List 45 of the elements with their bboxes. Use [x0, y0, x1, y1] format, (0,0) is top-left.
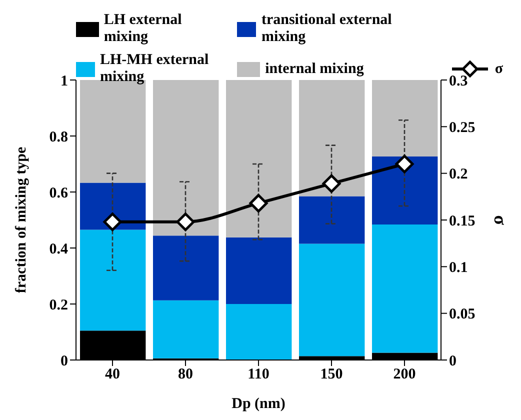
- y2-tick-label: 0.25: [449, 120, 476, 136]
- point: [249, 194, 268, 212]
- bar: [299, 80, 365, 196]
- x-tick-label: 150: [320, 366, 343, 383]
- y2-tick-label: 0.3: [449, 73, 468, 90]
- y2-tick-label: 0: [449, 353, 456, 370]
- bar: [80, 230, 146, 331]
- y-tick-label: 0: [60, 353, 68, 370]
- y-tick-label: 1: [60, 73, 68, 90]
- point: [176, 212, 195, 232]
- bar: [299, 196, 365, 244]
- bar: [153, 80, 219, 236]
- x-axis-title: Dp (nm): [232, 396, 286, 412]
- point: [103, 212, 122, 232]
- legend-label: LH-MH external mixing: [100, 52, 210, 86]
- legend-label: σ: [494, 60, 503, 78]
- point: [395, 154, 414, 174]
- y2-tick-label: 0.15: [449, 213, 476, 230]
- x-tick-label: 40: [105, 366, 120, 383]
- bar: [153, 236, 219, 300]
- bar: [153, 300, 219, 358]
- legend-label: internal mixing: [265, 60, 364, 78]
- bar: [372, 80, 438, 156]
- bar: [372, 156, 438, 224]
- y2-tick-label: 0.2: [449, 166, 468, 183]
- x-tick-label: 80: [178, 366, 193, 383]
- y2-tick-label: 0.05: [449, 306, 476, 323]
- y-axis-title: fraction of mixing type: [13, 146, 30, 294]
- y-tick-label: 0.2: [49, 297, 68, 314]
- bar: [226, 80, 292, 238]
- bar: [372, 224, 438, 353]
- bar: [80, 182, 146, 230]
- y-tick-label: 0.6: [49, 185, 68, 202]
- x-tick-label: 200: [393, 366, 416, 383]
- legend-label: LH external mixing: [104, 12, 183, 46]
- legend-label: transitional external mixing: [261, 12, 393, 46]
- bar: [226, 304, 292, 360]
- x-tick-label: 110: [248, 366, 270, 383]
- y-tick-label: 0.8: [49, 129, 68, 146]
- y2-axis-title: σ: [490, 215, 511, 226]
- bar: [299, 244, 365, 356]
- point: [322, 174, 341, 193]
- y-tick-label: 0.4: [49, 241, 68, 258]
- y2-tick-label: 0.1: [449, 260, 468, 276]
- bar: [226, 237, 292, 304]
